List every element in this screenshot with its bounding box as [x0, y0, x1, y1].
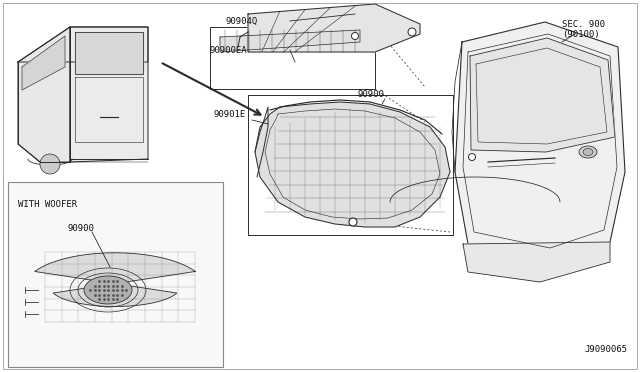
- Text: 90900: 90900: [67, 224, 94, 232]
- Polygon shape: [470, 38, 615, 152]
- Polygon shape: [22, 36, 65, 90]
- Circle shape: [351, 32, 358, 39]
- Text: WITH WOOFER: WITH WOOFER: [18, 199, 77, 208]
- Polygon shape: [75, 32, 143, 74]
- Text: 90900: 90900: [358, 90, 385, 99]
- Polygon shape: [255, 102, 450, 227]
- Text: 90901E: 90901E: [214, 109, 246, 119]
- Polygon shape: [18, 27, 148, 62]
- Ellipse shape: [84, 276, 132, 304]
- Bar: [8, 182, 223, 367]
- Text: (90100): (90100): [562, 29, 600, 38]
- Text: J9090065: J9090065: [584, 345, 627, 354]
- Circle shape: [40, 154, 60, 174]
- Polygon shape: [220, 30, 360, 52]
- Polygon shape: [70, 27, 148, 162]
- Text: 90904Q: 90904Q: [225, 16, 257, 26]
- Circle shape: [408, 28, 416, 36]
- Text: SEC. 900: SEC. 900: [562, 19, 605, 29]
- Ellipse shape: [579, 146, 597, 158]
- Text: 90900EA: 90900EA: [210, 45, 248, 55]
- Circle shape: [468, 154, 476, 160]
- Polygon shape: [35, 253, 195, 307]
- Polygon shape: [248, 4, 420, 52]
- Polygon shape: [463, 242, 610, 282]
- Polygon shape: [18, 27, 70, 162]
- Polygon shape: [455, 22, 625, 262]
- Bar: [210, 27, 375, 89]
- Ellipse shape: [583, 148, 593, 155]
- Bar: [248, 95, 453, 235]
- Circle shape: [349, 218, 357, 226]
